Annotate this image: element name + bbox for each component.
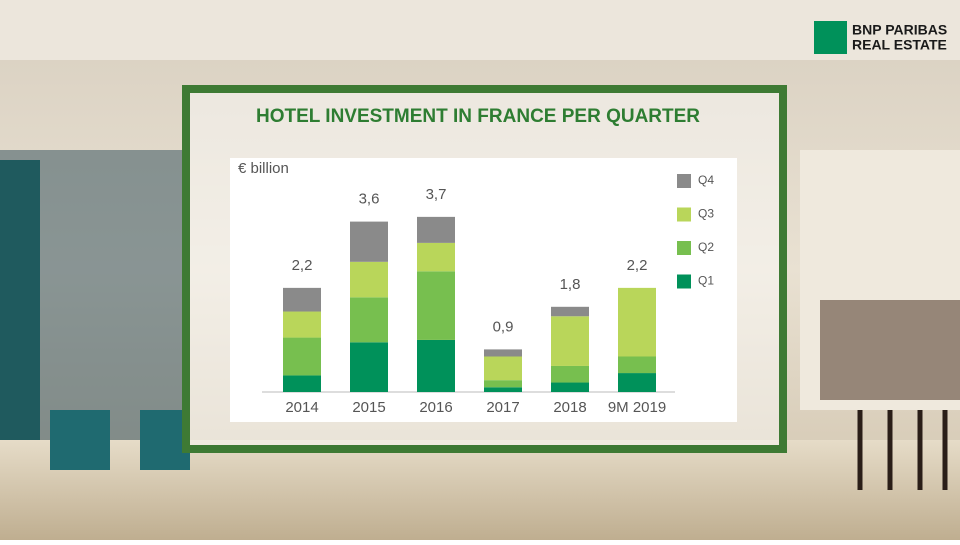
legend-label: Q4 — [698, 173, 714, 187]
bar-segment — [618, 373, 656, 392]
logo-line: BNP PARIBAS — [852, 22, 947, 38]
bar-segment — [417, 339, 455, 392]
total-label: 2,2 — [627, 257, 648, 274]
bar-segment — [350, 221, 388, 262]
unit-label: € billion — [238, 160, 289, 177]
bar-segment — [350, 297, 388, 343]
bar-segment — [350, 261, 388, 298]
bar-segment — [551, 316, 589, 366]
bar-segment — [283, 287, 321, 312]
bar-segment — [283, 337, 321, 376]
x-tick-label: 9M 2019 — [608, 399, 666, 416]
bar-segment — [618, 356, 656, 374]
x-tick-label: 2017 — [486, 399, 519, 416]
chart-title: HOTEL INVESTMENT IN FRANCE PER QUARTER — [256, 106, 700, 127]
bar-segment — [551, 382, 589, 392]
bar-segment — [350, 342, 388, 392]
logo: BNP PARIBAS REAL ESTATE — [814, 21, 947, 54]
bar-segment — [484, 349, 522, 357]
bar-segment — [484, 380, 522, 388]
legend-swatch — [677, 207, 691, 222]
bar-segment — [283, 311, 321, 338]
bar-segment — [417, 271, 455, 340]
bar-segment — [417, 216, 455, 243]
bar-segment — [551, 306, 589, 317]
bar-segment — [484, 387, 522, 392]
bar-segment — [551, 365, 589, 383]
total-label: 3,6 — [359, 191, 380, 208]
bar-segment — [484, 356, 522, 381]
total-label: 2,2 — [292, 257, 313, 274]
legend-swatch — [677, 241, 691, 255]
x-tick-label: 2016 — [419, 399, 452, 416]
bar-segment — [283, 375, 321, 392]
legend-swatch — [677, 274, 691, 289]
legend-label: Q3 — [698, 207, 714, 221]
legend-label: Q1 — [698, 274, 714, 288]
total-label: 0,9 — [493, 318, 514, 335]
bar-segment — [618, 287, 656, 357]
bar-segment — [417, 242, 455, 272]
legend-label: Q2 — [698, 240, 714, 254]
x-tick-label: 2014 — [285, 399, 318, 416]
total-label: 3,7 — [426, 186, 447, 203]
total-label: 1,8 — [560, 276, 581, 293]
legend-swatch — [677, 174, 691, 188]
x-tick-label: 2015 — [352, 399, 385, 416]
x-tick-label: 2018 — [553, 399, 586, 416]
logo-line: REAL ESTATE — [852, 37, 947, 53]
